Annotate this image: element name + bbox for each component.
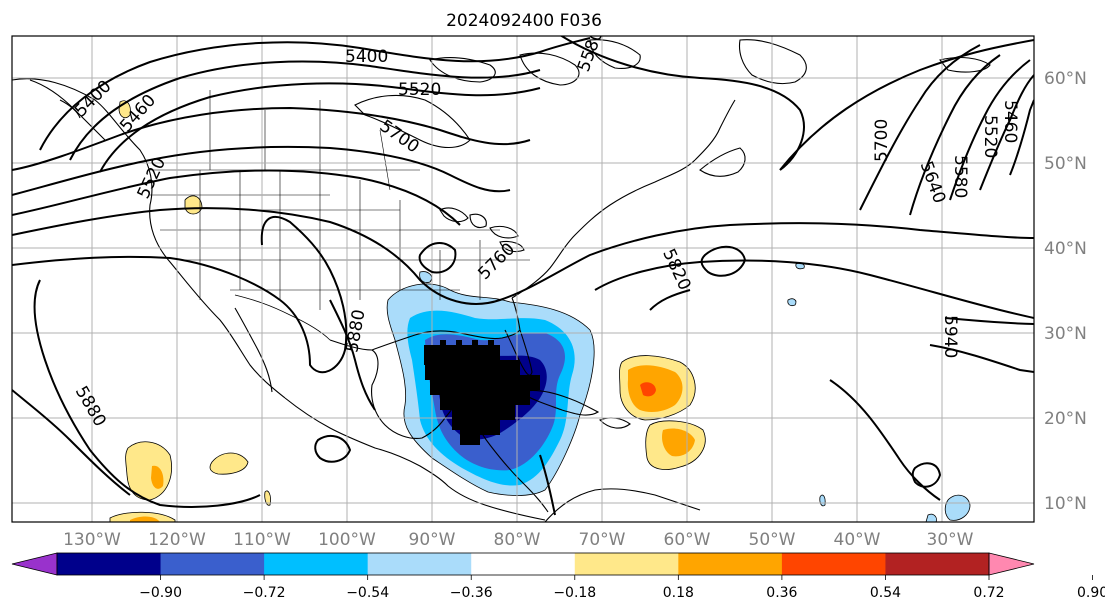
positive-anomaly-pacific-h [264, 490, 271, 506]
colorbar-segment [885, 553, 990, 575]
colorbar-tick-label: 0.54 [870, 585, 901, 601]
colorbar-tick-label: 0.18 [663, 585, 694, 601]
contour-label: 5520 [980, 115, 1000, 158]
negative-anomaly-east-c [819, 494, 826, 507]
colorbar-segment [574, 553, 679, 575]
colorbar-frame [56, 552, 990, 576]
colorbar-segment [367, 553, 472, 575]
lon-tick-label: 110°W [233, 530, 291, 550]
contour-label: 5400 [345, 47, 388, 67]
lon-tick-label: 120°W [148, 530, 206, 550]
colorbar-segment [160, 553, 265, 575]
positive-anomaly-pacific-b [151, 465, 164, 489]
colorbar-tick-label: −0.36 [450, 585, 493, 601]
lon-tick-label: 130°W [63, 530, 121, 550]
height-contours [12, 36, 1034, 516]
lon-tick-label: 80°W [494, 530, 541, 550]
contour-label: 5520 [398, 80, 441, 100]
positive-anomaly-pacific-c [209, 452, 249, 475]
contour-label: 5940 [940, 315, 960, 358]
colorbar-extend-low [11, 552, 58, 576]
latitude-labels: 60°N 50°N 40°N 30°N 20°N 10°N [1044, 69, 1087, 514]
lon-tick-label: 30°W [927, 530, 974, 550]
positive-anomaly-pacific-e [130, 516, 160, 522]
longitude-labels: 130°W 120°W 110°W 100°W 90°W 80°W 70°W 6… [63, 530, 974, 550]
black-marker-cluster [424, 340, 540, 445]
colorbar-segment [678, 553, 783, 575]
lat-tick-label: 40°N [1044, 239, 1087, 259]
negative-anomaly-east-a [944, 494, 971, 521]
lat-tick-label: 50°N [1044, 154, 1087, 174]
lon-tick-label: 40°W [834, 530, 881, 550]
contour-label: 5700 [872, 119, 892, 162]
lat-tick-label: 60°N [1044, 69, 1087, 89]
lon-tick-label: 60°W [664, 530, 711, 550]
lat-tick-label: 20°N [1044, 409, 1087, 429]
colorbar-segment [781, 553, 886, 575]
colorbar-tick-label: 0.90 [1077, 585, 1105, 601]
negative-anomaly-east-b [925, 513, 937, 522]
lat-tick-label: 10°N [1044, 494, 1087, 514]
positive-anomaly-atlantic-c [640, 382, 656, 397]
lon-tick-label: 70°W [579, 530, 626, 550]
contour-label: 5460 [1000, 100, 1020, 143]
map-frame [11, 35, 1035, 523]
colorbar-segment [264, 553, 369, 575]
colorbar-segment [471, 553, 576, 575]
lon-tick-label: 100°W [318, 530, 376, 550]
colorbar-tick-label: −0.18 [553, 585, 596, 601]
negative-anomaly-gulf-north [419, 271, 433, 283]
lon-tick-label: 50°W [749, 530, 796, 550]
colorbar-tick-label: −0.54 [346, 585, 389, 601]
colorbar-extend-high [988, 552, 1035, 576]
map-title: 2024092400 F036 [446, 11, 602, 31]
colorbar: −0.90 −0.72 −0.54 −0.36 −0.18 0.18 0.36 0.54 0.7… [11, 552, 1105, 601]
colorbar-segment [57, 553, 162, 575]
colorbar-tick-label: 0.36 [766, 585, 797, 601]
colorbar-tick-label: −0.90 [139, 585, 182, 601]
negative-anomaly-east-d [787, 298, 797, 307]
lon-tick-label: 90°W [409, 530, 456, 550]
contour-label: 5580 [950, 155, 970, 198]
positive-anomaly-pacific-g [184, 195, 203, 215]
colorbar-tick-label: −0.72 [243, 585, 286, 601]
lat-tick-label: 30°N [1044, 324, 1087, 344]
contour-label: 5400 [1033, 85, 1053, 128]
colorbar-tick-label: 0.72 [973, 585, 1004, 601]
